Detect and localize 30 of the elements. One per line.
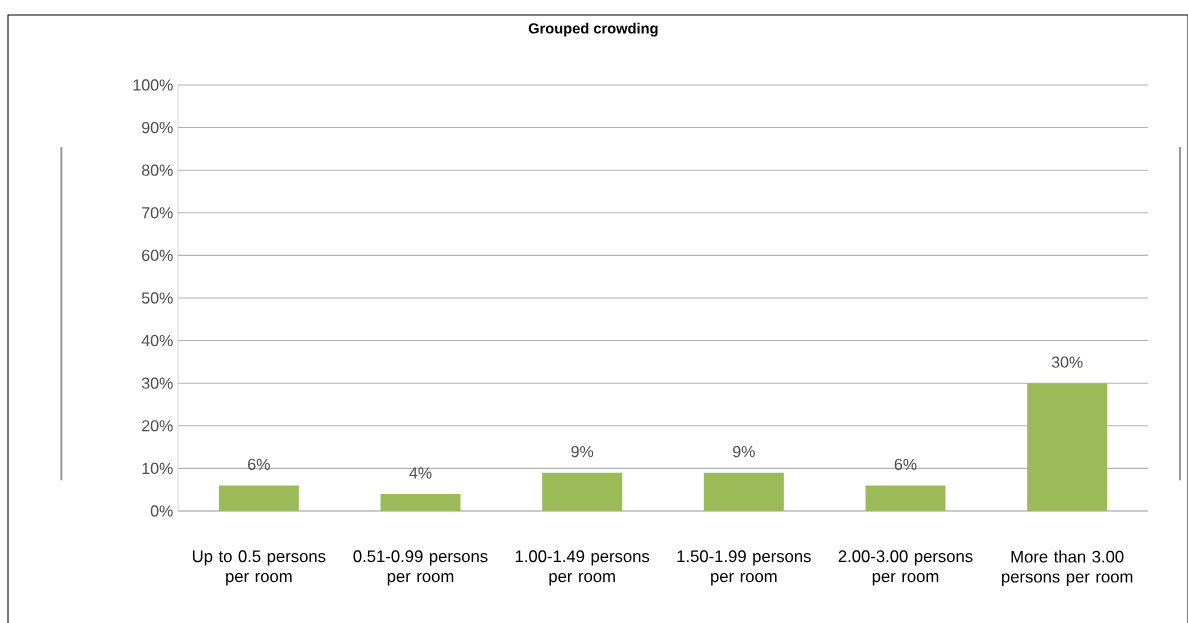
bar: [703, 472, 784, 511]
x-tick-label: 1.00-1.49 persons per room: [515, 550, 650, 586]
x-tick-label: 0.51-0.99 persons per room: [353, 550, 488, 586]
y-tick-label: 100%: [133, 79, 173, 91]
bar: [218, 485, 299, 511]
bar: [1027, 383, 1108, 511]
y-tick-label: 80%: [141, 164, 173, 176]
y-tick-label: 30%: [141, 377, 173, 389]
data-label: 9%: [571, 445, 594, 458]
data-label: 6%: [894, 458, 917, 471]
y-tick-label: 70%: [142, 207, 173, 219]
y-tick-label: 40%: [141, 334, 173, 347]
data-label: 30%: [1051, 356, 1083, 368]
data-label: 6%: [248, 458, 270, 471]
bar: [865, 485, 946, 511]
data-label: 9%: [733, 445, 755, 458]
y-tick-label: 60%: [142, 249, 173, 262]
x-tick-label: 1.50-1.99 persons per room: [677, 550, 811, 586]
bar: [542, 472, 623, 511]
x-tick-label: More than 3.00 persons per room: [1002, 550, 1133, 586]
x-tick-label: Up to 0.5 persons per room: [192, 550, 326, 586]
y-tick-label: 50%: [141, 292, 173, 304]
y-tick-label: 0%: [150, 505, 173, 517]
x-tick-label: 2.00-3.00 persons per room: [838, 550, 973, 586]
bar: [380, 493, 461, 511]
y-tick-label: 90%: [142, 121, 173, 134]
chart-title: Grouped crowding: [528, 22, 658, 37]
y-tick-label: 10%: [142, 462, 173, 475]
data-label: 4%: [409, 467, 432, 479]
y-tick-label: 20%: [142, 420, 173, 432]
